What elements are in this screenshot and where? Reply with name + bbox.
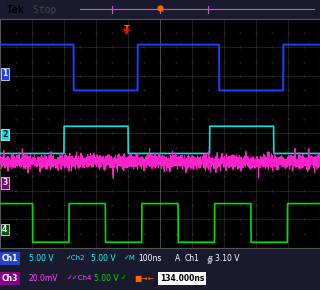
- Text: ■→←: ■→←: [134, 274, 155, 283]
- Text: ✓: ✓: [121, 275, 127, 281]
- Text: ✓✓Ch4: ✓✓Ch4: [67, 275, 92, 281]
- Text: Ch3: Ch3: [2, 274, 18, 283]
- Text: 3: 3: [2, 178, 7, 187]
- Text: A: A: [175, 254, 180, 263]
- Text: Ch1: Ch1: [2, 254, 18, 263]
- Text: 5.00 V: 5.00 V: [29, 254, 53, 263]
- Text: 100ns: 100ns: [138, 254, 162, 263]
- Text: ∯: ∯: [206, 254, 212, 263]
- Text: 5.00 V: 5.00 V: [94, 274, 119, 283]
- Text: 2: 2: [2, 130, 7, 139]
- Text: -: -: [162, 8, 164, 14]
- Text: T: T: [124, 25, 129, 34]
- Text: Tek: Tek: [6, 6, 24, 15]
- Text: Ch1: Ch1: [185, 254, 200, 263]
- Text: 134.000ns: 134.000ns: [160, 274, 204, 283]
- Text: ✓M: ✓M: [124, 255, 136, 262]
- Text: 3.10 V: 3.10 V: [215, 254, 240, 263]
- Text: 5.00 V: 5.00 V: [91, 254, 116, 263]
- Text: 4: 4: [2, 225, 7, 234]
- Text: 20.0mV: 20.0mV: [29, 274, 58, 283]
- Text: ✓Ch2: ✓Ch2: [66, 255, 85, 262]
- Text: 1: 1: [2, 69, 7, 78]
- Text: Stop: Stop: [27, 6, 57, 15]
